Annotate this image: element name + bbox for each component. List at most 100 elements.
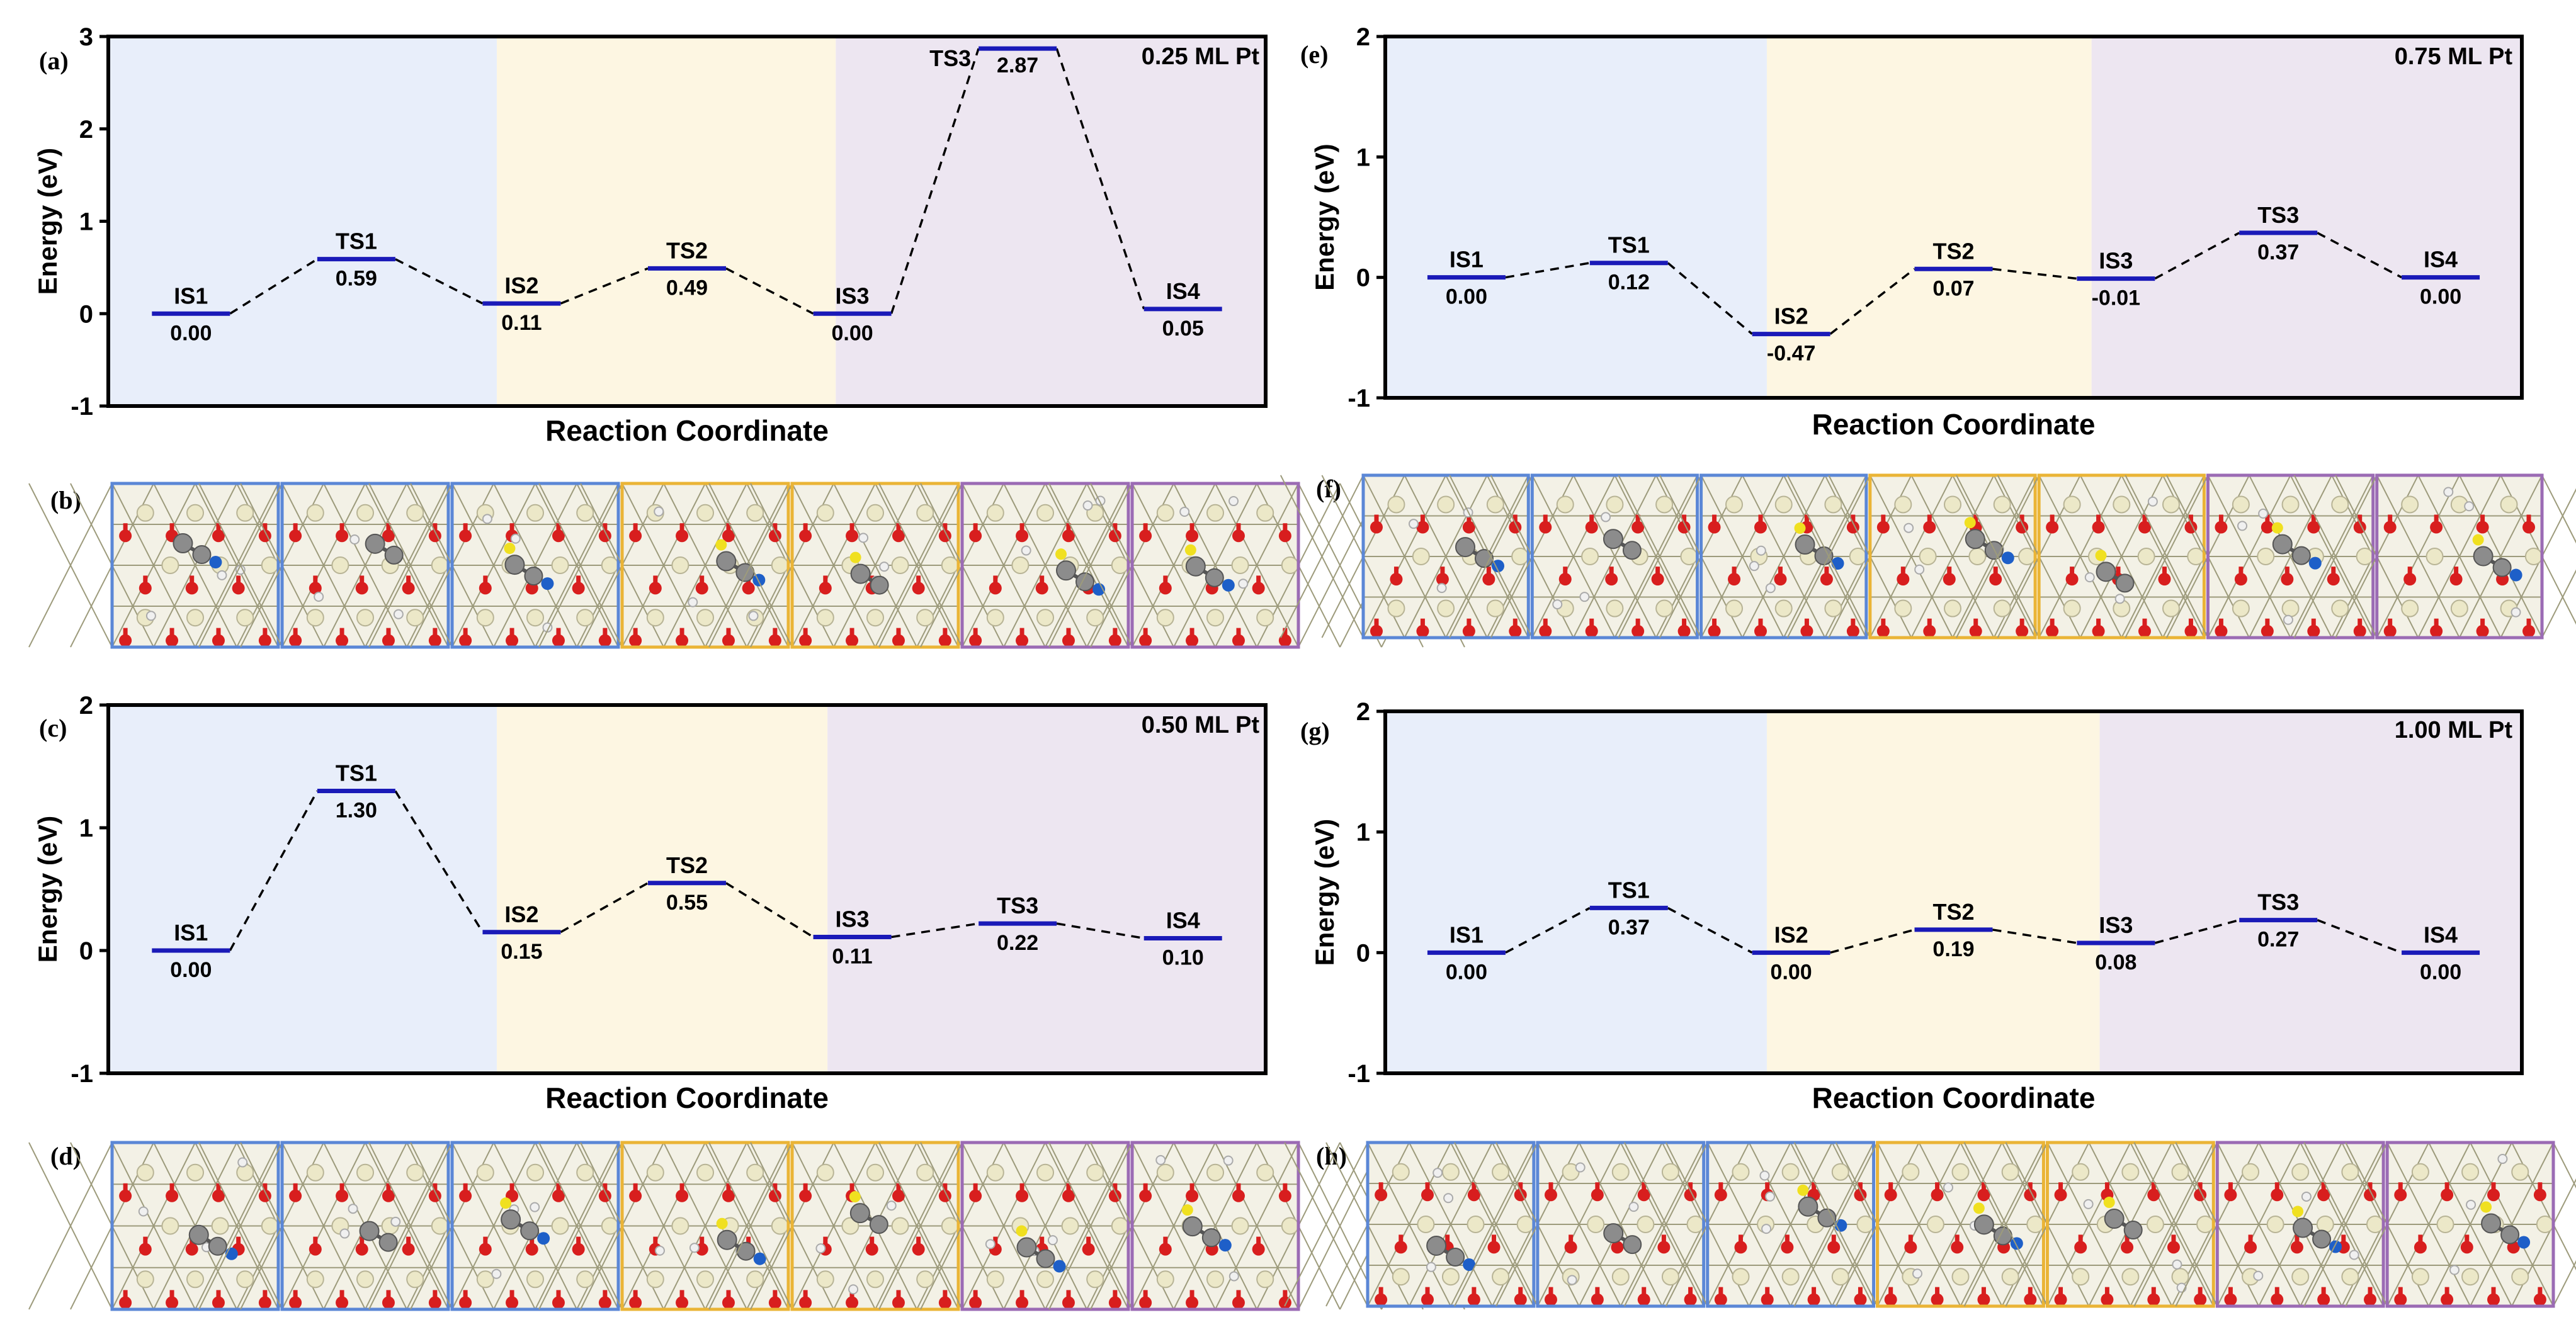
tile-frame: [960, 1141, 1130, 1311]
s-atom: [1797, 1184, 1809, 1196]
connector-line: [560, 882, 649, 934]
lattice-line: [2125, 475, 2209, 638]
lattice-line: [198, 483, 283, 648]
pt-atom: [2232, 599, 2250, 618]
c-atom: [365, 533, 385, 554]
s-atom: [2472, 534, 2484, 546]
s-atom: [2103, 1197, 2115, 1209]
pt-atom: [1281, 1217, 1299, 1235]
lattice-line: [1620, 1142, 1705, 1307]
pt-atom: [1732, 1268, 1750, 1286]
s-atom: [2095, 550, 2107, 562]
pt-atom: [2411, 1163, 2429, 1181]
c-atom: [501, 1209, 521, 1230]
state-name-label: TS1: [1608, 232, 1650, 258]
s-atom: [2292, 1205, 2304, 1217]
h-atom: [390, 1216, 401, 1227]
pt-atom: [1206, 609, 1224, 627]
pt-atom: [161, 556, 179, 574]
h-atom: [1943, 1182, 1954, 1193]
pt-atom: [1902, 1163, 1920, 1181]
connector-line: [1055, 48, 1145, 310]
state-name-label: TS1: [336, 760, 377, 786]
h-atom: [2449, 1265, 2460, 1275]
pt-atom: [2121, 1163, 2140, 1181]
pt-atom: [2536, 1216, 2554, 1233]
pt-atom: [1111, 556, 1129, 574]
lattice-line: [2470, 1142, 2554, 1307]
pt-atom: [816, 1163, 834, 1182]
structure-tile: [2293, 473, 2576, 640]
pt-atom: [331, 556, 349, 574]
tile-frame: [790, 482, 960, 649]
pt-atom: [1856, 1216, 1875, 1233]
y-tick-label: 2: [79, 116, 93, 144]
n-atom: [541, 577, 554, 590]
region-step3: [2091, 37, 2522, 398]
coverage-title: 0.50 ML Pt: [1142, 712, 1260, 738]
lattice-line: [2376, 475, 2460, 638]
h-atom: [1082, 500, 1093, 511]
region-step3: [836, 37, 1266, 406]
state-name-label: TS2: [1932, 899, 1974, 925]
c-atom: [1623, 1235, 1642, 1255]
pt-atom: [2366, 1216, 2384, 1233]
y-tick-label: 2: [1356, 698, 1370, 726]
pt-atom: [136, 504, 154, 522]
coverage-title: 0.25 ML Pt: [1142, 43, 1260, 70]
c-atom: [2473, 546, 2494, 567]
pt-atom: [1781, 1163, 1800, 1181]
h-atom: [510, 533, 521, 544]
h-atom: [748, 611, 759, 621]
lattice-line: [1793, 1142, 1878, 1307]
lattice-line: [1918, 1142, 2003, 1307]
pt-atom: [406, 609, 424, 627]
structure-tile: [1048, 1141, 1465, 1311]
pt-atom: [1606, 599, 1624, 618]
lattice-line: [708, 483, 793, 648]
c-atom: [2500, 1225, 2520, 1245]
c-atom: [2291, 546, 2311, 565]
pt-atom: [2266, 1216, 2284, 1233]
c-atom: [504, 555, 525, 575]
pt-atom: [2196, 1216, 2215, 1233]
h-atom: [1047, 1235, 1058, 1246]
lattice-line: [2133, 1142, 2218, 1307]
x-axis-label: Reaction Coordinate: [545, 414, 829, 447]
pt-atom: [1951, 1268, 1970, 1286]
energy-value-label: -0.01: [2092, 286, 2141, 310]
y-axis-label: Energy (eV): [1310, 144, 1339, 290]
h-atom: [1223, 1155, 1234, 1166]
structure-tile: [368, 482, 785, 649]
structure-tile: [368, 1141, 785, 1311]
pt-atom: [236, 504, 254, 522]
tile-frame: [280, 1141, 450, 1311]
pt-atom: [1486, 599, 1504, 618]
connector-line: [725, 267, 814, 315]
pt-atom: [696, 504, 714, 522]
panel-label: (b): [50, 486, 81, 514]
lattice-line: [195, 483, 279, 648]
pt-atom: [1774, 495, 1793, 514]
h-atom: [1601, 512, 1611, 522]
lattice-line: [1876, 1142, 1961, 1307]
lattice-line: [1614, 475, 1698, 638]
h-atom: [1628, 1202, 1639, 1212]
lattice-line: [2303, 1142, 2388, 1307]
energy-value-label: 0.00: [2420, 285, 2461, 309]
lattice-line: [1045, 1142, 1129, 1310]
c-atom: [1426, 1235, 1447, 1256]
lattice-line: [111, 1142, 196, 1310]
lattice-line: [111, 483, 196, 648]
pt-atom: [136, 1163, 154, 1182]
energy-value-label: 2.87: [997, 54, 1038, 77]
n-atom: [1222, 579, 1235, 592]
pt-atom: [1919, 548, 1937, 565]
lattice-line: [1963, 1142, 2048, 1307]
lattice-line: [368, 1142, 453, 1310]
lattice-line: [1786, 475, 1871, 638]
pt-atom: [646, 609, 664, 627]
structure-tile: [1449, 473, 1863, 640]
pt-atom: [186, 609, 204, 627]
pt-atom: [2401, 599, 2419, 618]
